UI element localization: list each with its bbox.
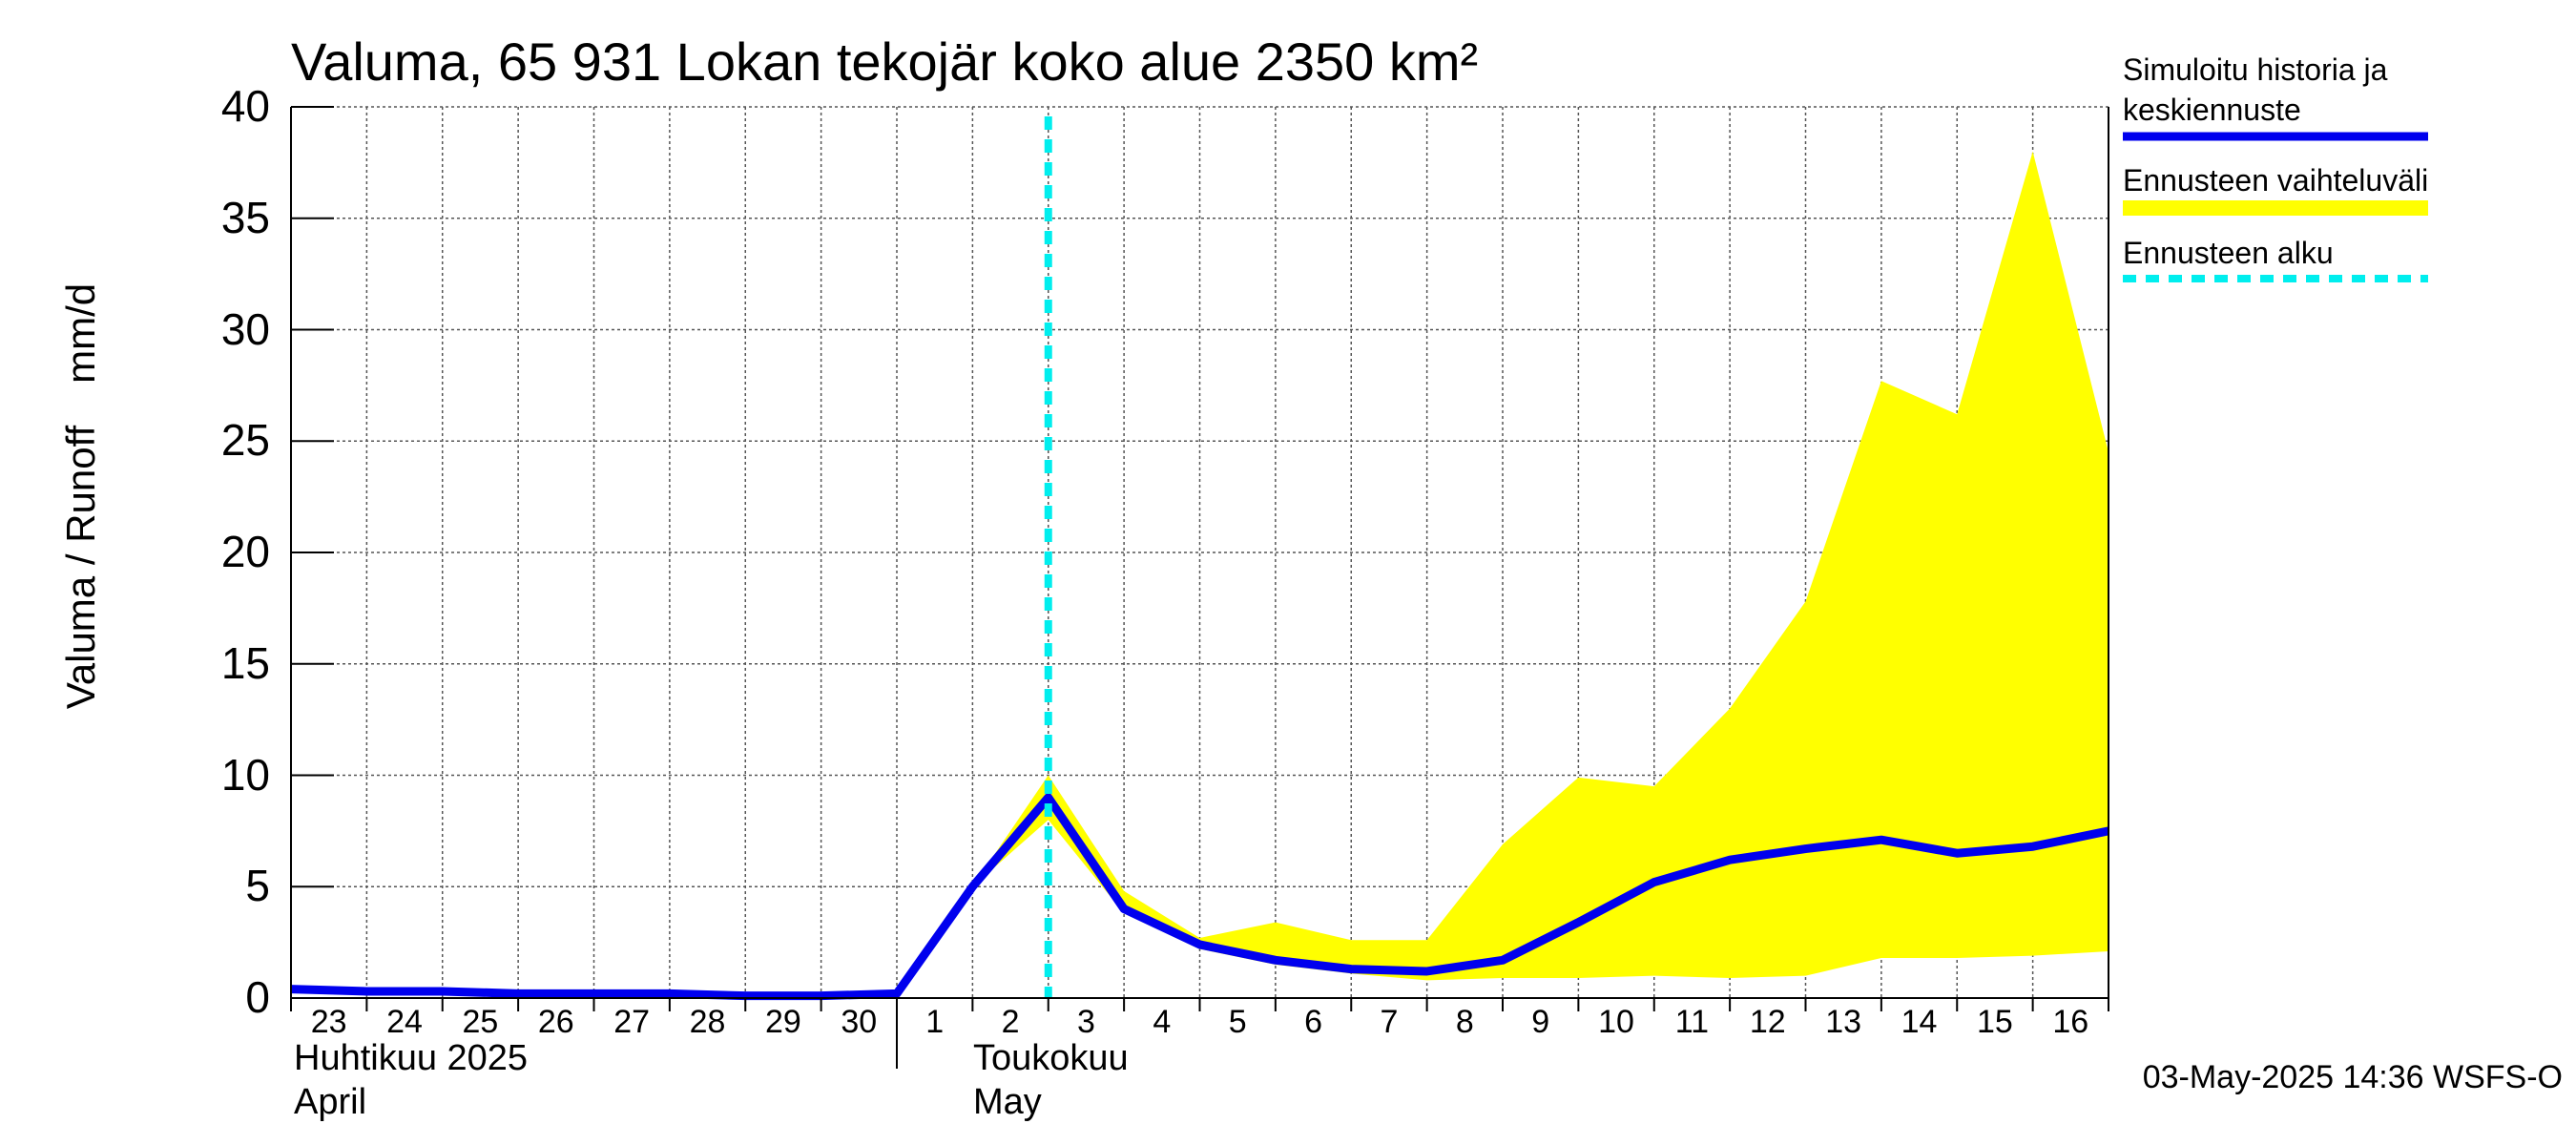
x-tick-label: 13	[1825, 1004, 1862, 1040]
forecast-range-band	[972, 151, 2109, 981]
x-tick-label: 25	[462, 1004, 499, 1040]
x-tick-label: 2	[1001, 1004, 1020, 1040]
legend-swatches	[2123, 132, 2428, 282]
y-tick-label: 30	[220, 303, 270, 354]
y-tick-label: 10	[220, 749, 270, 800]
month-label-may-fi: Toukokuu	[973, 1038, 1129, 1078]
y-tick-label: 20	[220, 527, 270, 576]
x-tick-label: 14	[1901, 1004, 1938, 1040]
x-tick-label: 29	[765, 1004, 801, 1040]
y-axis-label: Valuma / Runoff mm/d	[58, 283, 104, 709]
legend-label-range: Ennusteen vaihteluväli	[2123, 163, 2429, 198]
x-tick-label: 27	[613, 1004, 651, 1040]
x-tick-label: 26	[537, 1004, 574, 1040]
forecast-range-area	[972, 151, 2109, 981]
y-tick-label: 5	[245, 861, 270, 911]
month-label-april-fi: Huhtikuu 2025	[294, 1038, 529, 1078]
legend-label-forecast-start: Ennusteen alku	[2123, 236, 2334, 270]
month-label-april: Huhtikuu 2025 April	[294, 1036, 528, 1124]
x-tick-label: 1	[925, 1004, 945, 1040]
y-tick-label: 40	[220, 81, 270, 131]
chart-title: Valuma, 65 931 Lokan tekojär koko alue 2…	[291, 31, 1479, 92]
x-tick-label: 10	[1598, 1004, 1634, 1040]
mean-series-polyline	[290, 793, 2109, 1001]
y-tick-label: 35	[220, 192, 270, 242]
x-tick-label: 5	[1228, 1004, 1247, 1040]
x-tick-label: 28	[689, 1004, 726, 1040]
x-tick-label: 30	[841, 1004, 878, 1040]
axis-ticks	[290, 106, 2109, 1011]
x-tick-label: 15	[1977, 1004, 2013, 1040]
timestamp: 03-May-2025 14:36 WSFS-O	[2142, 1059, 2563, 1095]
y-tick-label: 15	[220, 637, 270, 688]
month-label-may-en: May	[973, 1082, 1042, 1122]
x-tick-label: 8	[1455, 1004, 1474, 1040]
x-tick-label: 11	[1674, 1004, 1710, 1040]
x-tick-label: 3	[1076, 1004, 1095, 1040]
x-tick-label: 6	[1304, 1004, 1323, 1040]
x-tick-label: 7	[1380, 1004, 1399, 1040]
legend-label-mean: Simuloitu historia ja keskiennuste	[2123, 52, 2388, 127]
y-tick-label: 25	[220, 415, 270, 466]
x-tick-label: 23	[310, 1004, 347, 1040]
y-axis-unit: mm/d	[58, 282, 103, 384]
mean-series-line	[290, 793, 2109, 1001]
x-tick-label: 9	[1531, 1004, 1550, 1040]
y-axis-title: Valuma / Runoff	[58, 425, 103, 710]
month-label-may: Toukokuu May	[973, 1036, 1129, 1124]
x-tick-label: 16	[2052, 1004, 2089, 1040]
x-tick-label: 24	[386, 1004, 423, 1040]
x-tick-label: 4	[1153, 1004, 1172, 1040]
y-tick-label: 0	[245, 972, 270, 1022]
month-label-april-en: April	[294, 1082, 367, 1122]
x-tick-label: 12	[1749, 1004, 1786, 1040]
